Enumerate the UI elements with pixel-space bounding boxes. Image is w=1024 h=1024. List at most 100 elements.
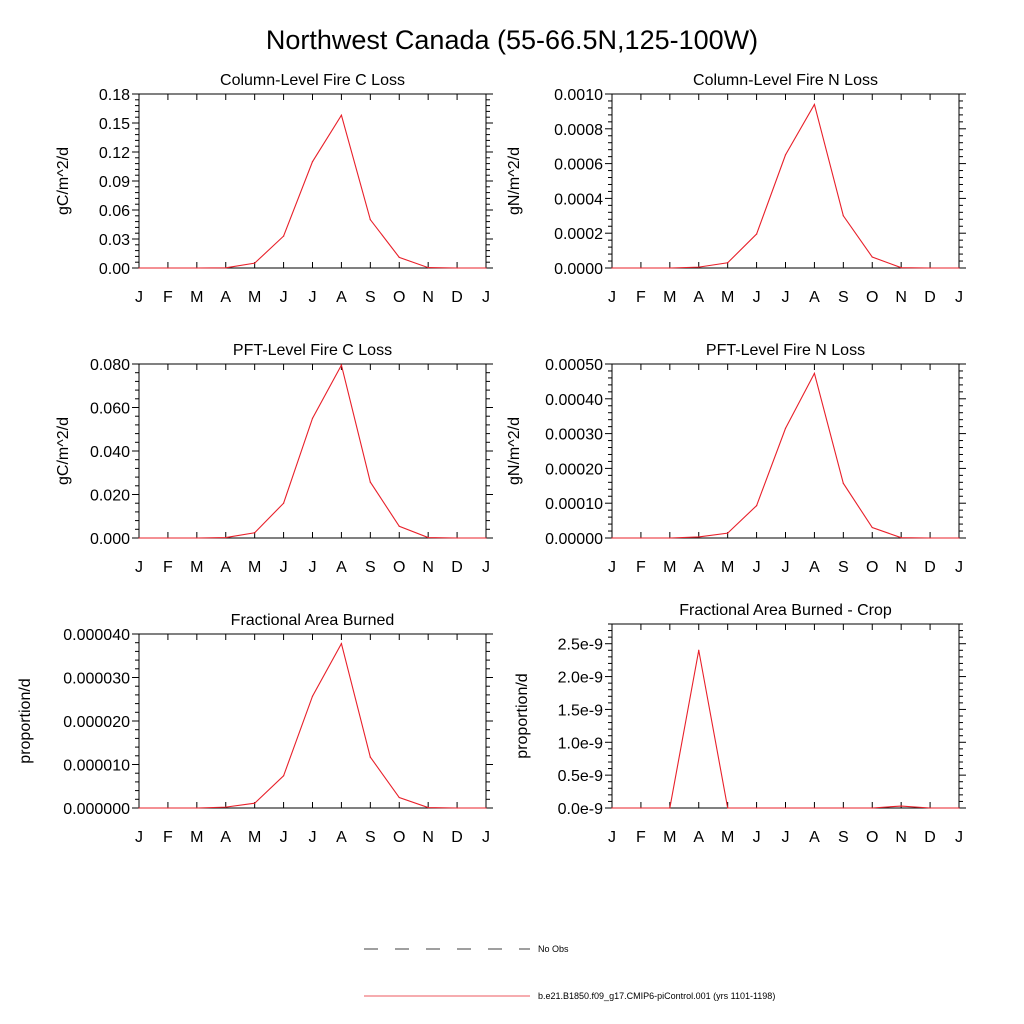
y-tick-label: 0.0006 <box>554 157 603 174</box>
y-tick-label: 0.080 <box>90 357 130 374</box>
x-tick-label: N <box>422 289 434 306</box>
data-point <box>196 267 198 269</box>
x-tick-label: D <box>924 559 936 576</box>
x-tick-label: J <box>753 829 761 846</box>
x-tick-label: A <box>809 289 820 306</box>
y-tick-label: 0.12 <box>99 145 130 162</box>
data-point <box>669 267 671 269</box>
data-point <box>640 537 642 539</box>
y-tick-label: 0.00050 <box>545 357 603 374</box>
data-point <box>398 796 400 799</box>
y-axis-label: proportion/d <box>514 673 531 758</box>
y-tick-label: 1.5e-9 <box>558 702 603 719</box>
panel-title: Column-Level Fire C Loss <box>220 72 405 89</box>
y-tick-label: 0.18 <box>99 87 130 104</box>
data-point <box>311 695 314 697</box>
x-tick-label: J <box>280 829 288 846</box>
data-point <box>871 526 873 529</box>
data-point <box>196 807 198 809</box>
x-tick-label: A <box>693 559 704 576</box>
x-tick-label: J <box>280 559 288 576</box>
x-tick-label: A <box>220 289 231 306</box>
x-tick-label: F <box>636 829 646 846</box>
data-point <box>611 267 613 269</box>
x-tick-label: O <box>866 829 878 846</box>
y-tick-label: 2.0e-9 <box>558 670 603 687</box>
panel-title: Fractional Area Burned - Crop <box>679 602 892 619</box>
data-point <box>958 267 960 269</box>
x-tick-label: O <box>866 289 878 306</box>
data-point <box>698 536 700 538</box>
y-tick-label: 0.03 <box>99 232 130 249</box>
data-point <box>138 267 140 269</box>
x-tick-label: A <box>336 289 347 306</box>
data-point <box>485 537 487 539</box>
x-tick-label: O <box>393 559 405 576</box>
x-tick-label: J <box>753 559 761 576</box>
y-tick-label: 0.00030 <box>545 427 603 444</box>
plot-frame <box>611 623 960 809</box>
y-tick-label: 1.0e-9 <box>558 735 603 752</box>
data-point <box>369 481 371 483</box>
x-tick-label: A <box>809 559 820 576</box>
x-tick-label: A <box>336 559 347 576</box>
data-point <box>900 537 902 539</box>
y-axis-label: gC/m^2/d <box>55 147 72 215</box>
data-point <box>282 235 285 237</box>
y-tick-label: 0.040 <box>90 444 130 461</box>
x-tick-label: N <box>895 289 907 306</box>
data-point <box>755 807 758 809</box>
x-tick-label: A <box>220 559 231 576</box>
data-point <box>340 114 343 116</box>
x-tick-label: J <box>309 559 317 576</box>
y-tick-label: 0.00010 <box>545 496 603 513</box>
y-tick-label: 0.000 <box>90 531 130 548</box>
data-point <box>842 215 844 217</box>
y-axis-label: gN/m^2/d <box>506 147 523 215</box>
data-point <box>138 807 140 809</box>
x-tick-label: S <box>365 289 376 306</box>
data-point <box>871 807 873 809</box>
x-tick-label: J <box>135 289 143 306</box>
data-point <box>929 267 931 269</box>
data-point <box>842 482 844 484</box>
x-tick-label: J <box>309 289 317 306</box>
data-point <box>485 267 487 269</box>
x-tick-label: D <box>451 289 463 306</box>
data-point <box>456 807 458 809</box>
legend-no-obs-label: No Obs <box>538 944 569 954</box>
data-point <box>698 649 700 651</box>
data-point <box>398 256 400 258</box>
data-point <box>167 807 169 809</box>
x-tick-label: O <box>393 829 405 846</box>
plot-frame <box>611 93 960 269</box>
data-point <box>167 267 169 269</box>
data-point <box>427 536 429 539</box>
series-line <box>139 363 486 539</box>
x-tick-label: M <box>663 559 676 576</box>
data-point <box>929 807 931 809</box>
data-point <box>225 806 227 808</box>
data-point <box>254 262 256 264</box>
y-axis-label: gC/m^2/d <box>55 417 72 485</box>
data-point <box>311 417 314 419</box>
x-tick-label: J <box>782 829 790 846</box>
y-tick-label: 0.000040 <box>63 627 130 644</box>
x-tick-label: M <box>663 829 676 846</box>
data-point <box>254 532 256 534</box>
x-tick-label: J <box>753 289 761 306</box>
x-tick-label: J <box>955 559 963 576</box>
data-point <box>900 267 902 269</box>
data-point <box>340 642 343 645</box>
data-point <box>669 807 671 809</box>
x-tick-label: J <box>482 559 490 576</box>
x-tick-label: M <box>248 559 261 576</box>
data-point <box>369 219 371 221</box>
x-tick-label: A <box>809 829 820 846</box>
data-point <box>427 267 429 269</box>
y-tick-label: 0.0e-9 <box>558 801 603 818</box>
